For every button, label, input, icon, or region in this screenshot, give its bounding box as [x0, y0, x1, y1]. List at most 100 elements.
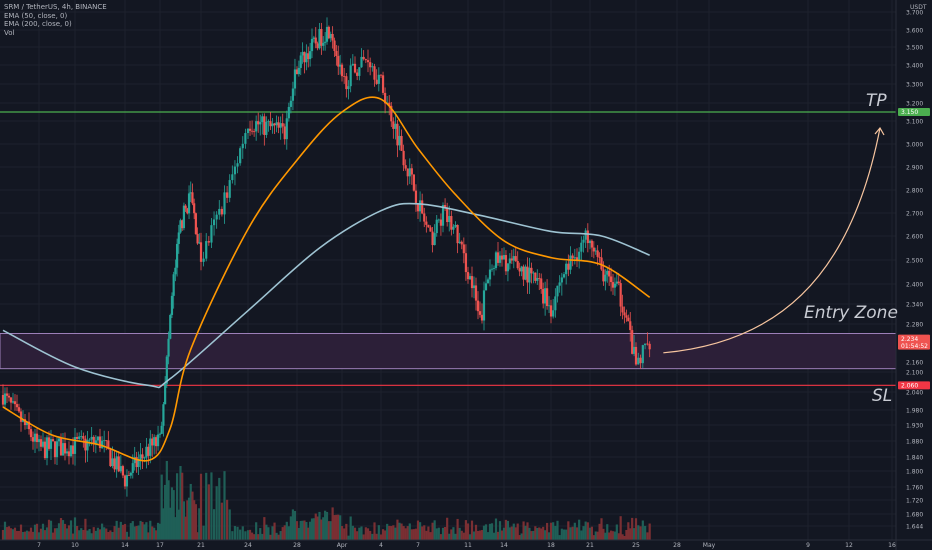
volume-bar	[619, 516, 622, 540]
volume-bar	[125, 531, 129, 540]
candle-body	[480, 314, 484, 321]
volume-bar	[228, 509, 231, 540]
candle-body	[522, 266, 525, 280]
candle-body	[160, 425, 163, 434]
volume-bar	[371, 533, 374, 540]
volume-bar	[542, 526, 545, 540]
price-tick-label: 3.400	[906, 63, 923, 70]
volume-bar	[145, 522, 148, 540]
volume-bar	[518, 535, 521, 540]
volume-bar	[446, 517, 449, 540]
candle-body	[309, 51, 312, 60]
candle-body	[333, 40, 336, 51]
volume-bar	[39, 528, 43, 540]
candle-body	[518, 268, 521, 272]
volume-bar	[333, 515, 336, 540]
volume-bar	[580, 530, 583, 540]
candle-body	[312, 37, 315, 39]
candle-body	[448, 216, 451, 223]
candle-body	[228, 180, 231, 198]
volume-bar	[329, 521, 332, 540]
candle-body	[33, 433, 37, 442]
volume-bar	[253, 534, 256, 540]
candle-body	[472, 285, 476, 289]
time-tick-label: 24	[244, 542, 252, 549]
volume-bar	[472, 531, 476, 540]
ema200-legend[interactable]: EMA (200, close, 0)	[4, 20, 72, 28]
volume-bar	[454, 533, 457, 540]
volume-bar	[540, 528, 543, 540]
volume-bar	[375, 533, 378, 540]
volume-bar	[88, 528, 91, 540]
volume-bar	[381, 529, 385, 540]
volume-bar	[437, 527, 440, 540]
volume-bar	[78, 530, 81, 540]
candle-body	[602, 269, 605, 282]
candle-body	[412, 174, 415, 191]
volume-bar	[351, 525, 354, 540]
candle-body	[75, 436, 79, 439]
volume-bar	[84, 518, 87, 540]
candle-body	[71, 445, 75, 454]
entry-zone-label: Entry Zone	[804, 303, 898, 323]
time-tick-label: 12	[845, 542, 853, 549]
price-tick-label: 3.500	[906, 45, 923, 52]
volume-bar	[600, 518, 603, 540]
candle-body	[98, 436, 102, 449]
volume-bar	[639, 526, 642, 540]
candle-body	[255, 121, 258, 132]
candle-body	[184, 205, 187, 209]
candle-body	[121, 466, 125, 476]
volume-bar	[452, 527, 455, 540]
volume-bar	[460, 530, 463, 540]
candle-body	[362, 56, 365, 60]
volume-bar	[257, 534, 260, 540]
candle-body	[496, 252, 500, 263]
volume-legend[interactable]: Vol	[4, 28, 15, 37]
candlesticks	[1, 17, 651, 497]
volume-bar	[263, 517, 266, 540]
candle-body	[69, 445, 73, 457]
volume-bar	[552, 522, 555, 540]
volume-bar	[588, 527, 592, 540]
candle-body	[41, 441, 45, 447]
candle-body	[606, 270, 609, 275]
candle-body	[646, 343, 649, 345]
candle-body	[174, 267, 177, 275]
candle-body	[320, 29, 323, 46]
price-tick-label: 1.720	[906, 498, 923, 505]
volume-bar	[526, 522, 529, 540]
volume-bar	[179, 466, 182, 540]
volume-bar	[314, 513, 317, 540]
candle-body	[316, 43, 319, 49]
price-tick-label: 3.700	[906, 10, 923, 17]
time-tick-label: 7	[416, 542, 420, 549]
candle-body	[236, 163, 239, 167]
candle-body	[131, 463, 134, 473]
symbol-title[interactable]: SRM / TetherUS, 4h, BINANCE	[4, 3, 107, 11]
ema50-legend[interactable]: EMA (50, close, 0)	[4, 11, 68, 20]
volume-bar	[476, 530, 480, 540]
current-price-tag: 2.234	[901, 336, 918, 343]
candle-body	[613, 283, 617, 288]
volume-bar	[212, 509, 216, 540]
volume-bar	[265, 524, 268, 540]
volume-bar	[246, 530, 250, 540]
volume-bar	[482, 525, 486, 540]
candle-body	[220, 208, 223, 215]
candle-body	[547, 305, 551, 307]
candle-body	[135, 457, 138, 468]
candle-body	[641, 345, 644, 364]
candle-body	[29, 429, 33, 438]
candle-body	[431, 231, 434, 246]
volume-bar	[547, 532, 551, 540]
candle-body	[567, 263, 570, 270]
price-tick-label: 1.800	[906, 469, 923, 476]
time-tick-label: 10	[71, 542, 79, 549]
volume-bar	[404, 528, 407, 540]
candle-body	[139, 454, 142, 461]
volume-bar	[594, 531, 597, 540]
candle-body	[339, 64, 342, 67]
volume-bar	[123, 523, 127, 540]
